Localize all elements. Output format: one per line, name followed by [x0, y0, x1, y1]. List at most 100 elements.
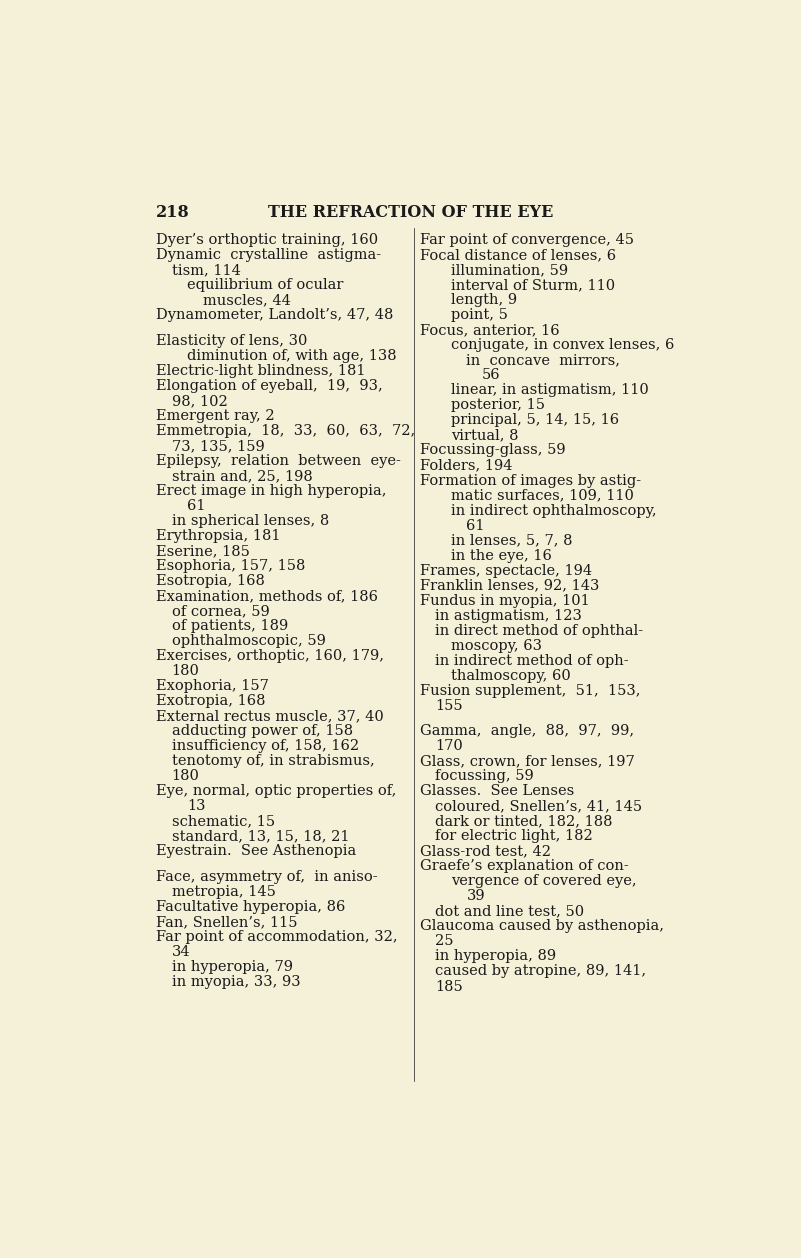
- Text: virtual, 8: virtual, 8: [451, 429, 518, 443]
- Text: Examination, methods of, 186: Examination, methods of, 186: [156, 589, 378, 603]
- Text: Electric-light blindness, 181: Electric-light blindness, 181: [156, 364, 365, 377]
- Text: Eyestrain.  See Asthenopia: Eyestrain. See Asthenopia: [156, 844, 356, 858]
- Text: in myopia, 33, 93: in myopia, 33, 93: [171, 975, 300, 989]
- Text: 180: 180: [171, 770, 199, 784]
- Text: in hyperopia, 89: in hyperopia, 89: [436, 950, 557, 964]
- Text: schematic, 15: schematic, 15: [171, 814, 275, 828]
- Text: focussing, 59: focussing, 59: [436, 770, 534, 784]
- Text: equilibrium of ocular: equilibrium of ocular: [187, 278, 344, 292]
- Text: thalmoscopy, 60: thalmoscopy, 60: [451, 669, 570, 683]
- Text: Eserine, 185: Eserine, 185: [156, 545, 250, 559]
- Text: illumination, 59: illumination, 59: [451, 263, 568, 277]
- Text: Formation of images by astig-: Formation of images by astig-: [420, 473, 641, 488]
- Text: for electric light, 182: for electric light, 182: [436, 829, 593, 843]
- Text: Erythropsia, 181: Erythropsia, 181: [156, 530, 280, 543]
- Text: Dynamic  crystalline  astigma-: Dynamic crystalline astigma-: [156, 248, 381, 263]
- Text: Focussing-glass, 59: Focussing-glass, 59: [420, 444, 566, 458]
- Text: of cornea, 59: of cornea, 59: [171, 604, 269, 618]
- Text: Esophoria, 157, 158: Esophoria, 157, 158: [156, 559, 305, 574]
- Text: Dyer’s orthoptic training, 160: Dyer’s orthoptic training, 160: [156, 233, 378, 248]
- Text: Dynamometer, Landolt’s, 47, 48: Dynamometer, Landolt’s, 47, 48: [156, 308, 393, 322]
- Text: of patients, 189: of patients, 189: [171, 619, 288, 633]
- Text: tism, 114: tism, 114: [171, 263, 240, 277]
- Text: in astigmatism, 123: in astigmatism, 123: [436, 609, 582, 623]
- Text: vergence of covered eye,: vergence of covered eye,: [451, 874, 637, 888]
- Text: point, 5: point, 5: [451, 308, 508, 322]
- Text: Exercises, orthoptic, 160, 179,: Exercises, orthoptic, 160, 179,: [156, 649, 384, 663]
- Text: Emergent ray, 2: Emergent ray, 2: [156, 409, 275, 423]
- Text: 34: 34: [171, 945, 190, 959]
- Text: dot and line test, 50: dot and line test, 50: [436, 905, 585, 918]
- Text: Glasses.  See Lenses: Glasses. See Lenses: [420, 784, 574, 799]
- Text: 13: 13: [187, 799, 206, 814]
- Text: dark or tinted, 182, 188: dark or tinted, 182, 188: [436, 814, 613, 828]
- Text: Glaucoma caused by asthenopia,: Glaucoma caused by asthenopia,: [420, 920, 664, 933]
- Text: Face, asymmetry of,  in aniso-: Face, asymmetry of, in aniso-: [156, 869, 377, 884]
- Text: THE REFRACTION OF THE EYE: THE REFRACTION OF THE EYE: [268, 204, 553, 221]
- Text: Franklin lenses, 92, 143: Franklin lenses, 92, 143: [420, 579, 599, 593]
- Text: Fan, Snellen’s, 115: Fan, Snellen’s, 115: [156, 915, 297, 928]
- Text: 98, 102: 98, 102: [171, 394, 227, 408]
- Text: Fundus in myopia, 101: Fundus in myopia, 101: [420, 594, 590, 608]
- Text: muscles, 44: muscles, 44: [203, 293, 291, 307]
- Text: in direct method of ophthal-: in direct method of ophthal-: [436, 624, 643, 638]
- Text: 39: 39: [466, 889, 485, 903]
- Text: Glass-rod test, 42: Glass-rod test, 42: [420, 844, 551, 858]
- Text: Graefe’s explanation of con-: Graefe’s explanation of con-: [420, 859, 629, 873]
- Text: Fusion supplement,  51,  153,: Fusion supplement, 51, 153,: [420, 683, 640, 698]
- Text: 185: 185: [436, 980, 463, 994]
- Text: length, 9: length, 9: [451, 293, 517, 307]
- Text: interval of Sturm, 110: interval of Sturm, 110: [451, 278, 615, 292]
- Text: in the eye, 16: in the eye, 16: [451, 548, 552, 562]
- Text: linear, in astigmatism, 110: linear, in astigmatism, 110: [451, 384, 649, 398]
- Text: Esotropia, 168: Esotropia, 168: [156, 574, 265, 589]
- Text: ophthalmoscopic, 59: ophthalmoscopic, 59: [171, 634, 325, 648]
- Text: Folders, 194: Folders, 194: [420, 458, 513, 473]
- Text: diminution of, with age, 138: diminution of, with age, 138: [187, 348, 396, 362]
- Text: 155: 155: [436, 698, 463, 713]
- Text: Elongation of eyeball,  19,  93,: Elongation of eyeball, 19, 93,: [156, 379, 383, 392]
- Text: posterior, 15: posterior, 15: [451, 399, 545, 413]
- Text: 56: 56: [482, 369, 501, 382]
- Text: in  concave  mirrors,: in concave mirrors,: [466, 353, 621, 367]
- Text: coloured, Snellen’s, 41, 145: coloured, Snellen’s, 41, 145: [436, 799, 642, 814]
- Text: External rectus muscle, 37, 40: External rectus muscle, 37, 40: [156, 710, 384, 723]
- Text: metropia, 145: metropia, 145: [171, 884, 276, 899]
- Text: adducting power of, 158: adducting power of, 158: [171, 725, 352, 738]
- Text: Exotropia, 168: Exotropia, 168: [156, 694, 265, 708]
- Text: matic surfaces, 109, 110: matic surfaces, 109, 110: [451, 488, 634, 502]
- Text: insufficiency of, 158, 162: insufficiency of, 158, 162: [171, 740, 359, 754]
- Text: Gamma,  angle,  88,  97,  99,: Gamma, angle, 88, 97, 99,: [420, 725, 634, 738]
- Text: Far point of accommodation, 32,: Far point of accommodation, 32,: [156, 930, 397, 944]
- Text: Eye, normal, optic properties of,: Eye, normal, optic properties of,: [156, 784, 396, 799]
- Text: in indirect ophthalmoscopy,: in indirect ophthalmoscopy,: [451, 503, 657, 517]
- Text: Epilepsy,  relation  between  eye-: Epilepsy, relation between eye-: [156, 454, 400, 468]
- Text: 61: 61: [187, 499, 206, 513]
- Text: Focus, anterior, 16: Focus, anterior, 16: [420, 323, 559, 337]
- Text: 218: 218: [156, 204, 190, 221]
- Text: 73, 135, 159: 73, 135, 159: [171, 439, 264, 453]
- Text: principal, 5, 14, 15, 16: principal, 5, 14, 15, 16: [451, 414, 619, 428]
- Text: Focal distance of lenses, 6: Focal distance of lenses, 6: [420, 248, 616, 263]
- Text: Frames, spectacle, 194: Frames, spectacle, 194: [420, 564, 592, 577]
- Text: caused by atropine, 89, 141,: caused by atropine, 89, 141,: [436, 965, 646, 979]
- Text: Exophoria, 157: Exophoria, 157: [156, 679, 269, 693]
- Text: Elasticity of lens, 30: Elasticity of lens, 30: [156, 333, 308, 348]
- Text: in spherical lenses, 8: in spherical lenses, 8: [171, 515, 328, 528]
- Text: in indirect method of oph-: in indirect method of oph-: [436, 654, 629, 668]
- Text: 61: 61: [466, 518, 485, 532]
- Text: conjugate, in convex lenses, 6: conjugate, in convex lenses, 6: [451, 338, 674, 352]
- Text: Erect image in high hyperopia,: Erect image in high hyperopia,: [156, 484, 387, 498]
- Text: standard, 13, 15, 18, 21: standard, 13, 15, 18, 21: [171, 829, 349, 843]
- Text: Glass, crown, for lenses, 197: Glass, crown, for lenses, 197: [420, 755, 634, 769]
- Text: in hyperopia, 79: in hyperopia, 79: [171, 960, 292, 974]
- Text: Far point of convergence, 45: Far point of convergence, 45: [420, 233, 634, 248]
- Text: in lenses, 5, 7, 8: in lenses, 5, 7, 8: [451, 533, 573, 547]
- Text: strain and, 25, 198: strain and, 25, 198: [171, 469, 312, 483]
- Text: Emmetropia,  18,  33,  60,  63,  72,: Emmetropia, 18, 33, 60, 63, 72,: [156, 424, 415, 438]
- Text: 25: 25: [436, 935, 454, 949]
- Text: Facultative hyperopia, 86: Facultative hyperopia, 86: [156, 899, 345, 913]
- Text: 180: 180: [171, 664, 199, 678]
- Text: tenotomy of, in strabismus,: tenotomy of, in strabismus,: [171, 755, 374, 769]
- Text: moscopy, 63: moscopy, 63: [451, 639, 541, 653]
